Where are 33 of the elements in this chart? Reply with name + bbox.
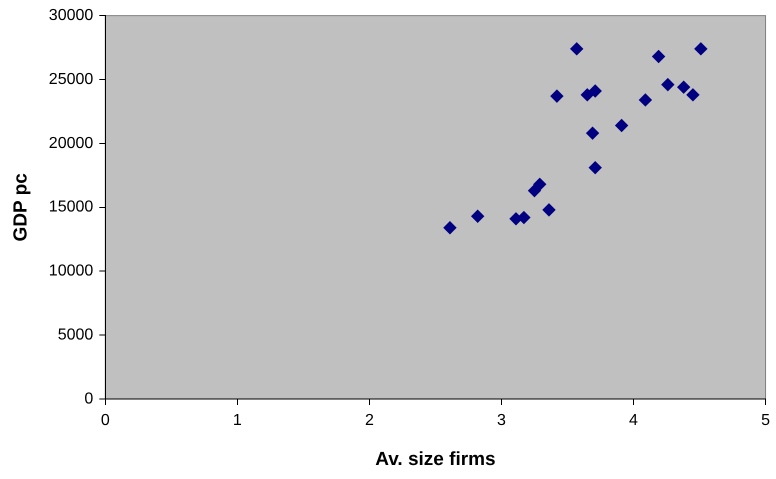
y-tick-label: 20000 [48, 134, 94, 152]
x-tick-label: 2 [364, 412, 374, 430]
point [586, 126, 600, 140]
x-tick-label: 0 [100, 412, 110, 430]
point [443, 221, 456, 234]
point [542, 203, 556, 216]
point [471, 210, 484, 223]
y-tick-label: 10000 [48, 262, 94, 280]
y-tick-label: 15000 [48, 198, 94, 216]
point [517, 211, 530, 224]
point [588, 84, 602, 98]
y-tick-label: 25000 [48, 70, 94, 88]
point [570, 42, 584, 56]
point [580, 88, 594, 102]
x-tick-label: 3 [496, 412, 506, 430]
point [638, 93, 652, 106]
x-tick-label: 1 [232, 412, 242, 430]
y-tick-label: 30000 [48, 7, 94, 24]
point [677, 80, 690, 94]
point [694, 42, 708, 56]
point [533, 178, 546, 191]
y-tick-label: 0 [84, 390, 94, 408]
point [588, 161, 602, 174]
y-axis-title: GDP pc [10, 172, 32, 242]
point [686, 88, 700, 102]
y-tick-label: 5000 [58, 326, 94, 344]
x-tick-label: 5 [761, 412, 770, 430]
x-tick-label: 4 [629, 412, 638, 430]
point [661, 78, 674, 92]
point [550, 90, 564, 103]
point [652, 50, 666, 63]
point [615, 119, 628, 132]
x-axis-title: Av. size firms [375, 448, 496, 470]
